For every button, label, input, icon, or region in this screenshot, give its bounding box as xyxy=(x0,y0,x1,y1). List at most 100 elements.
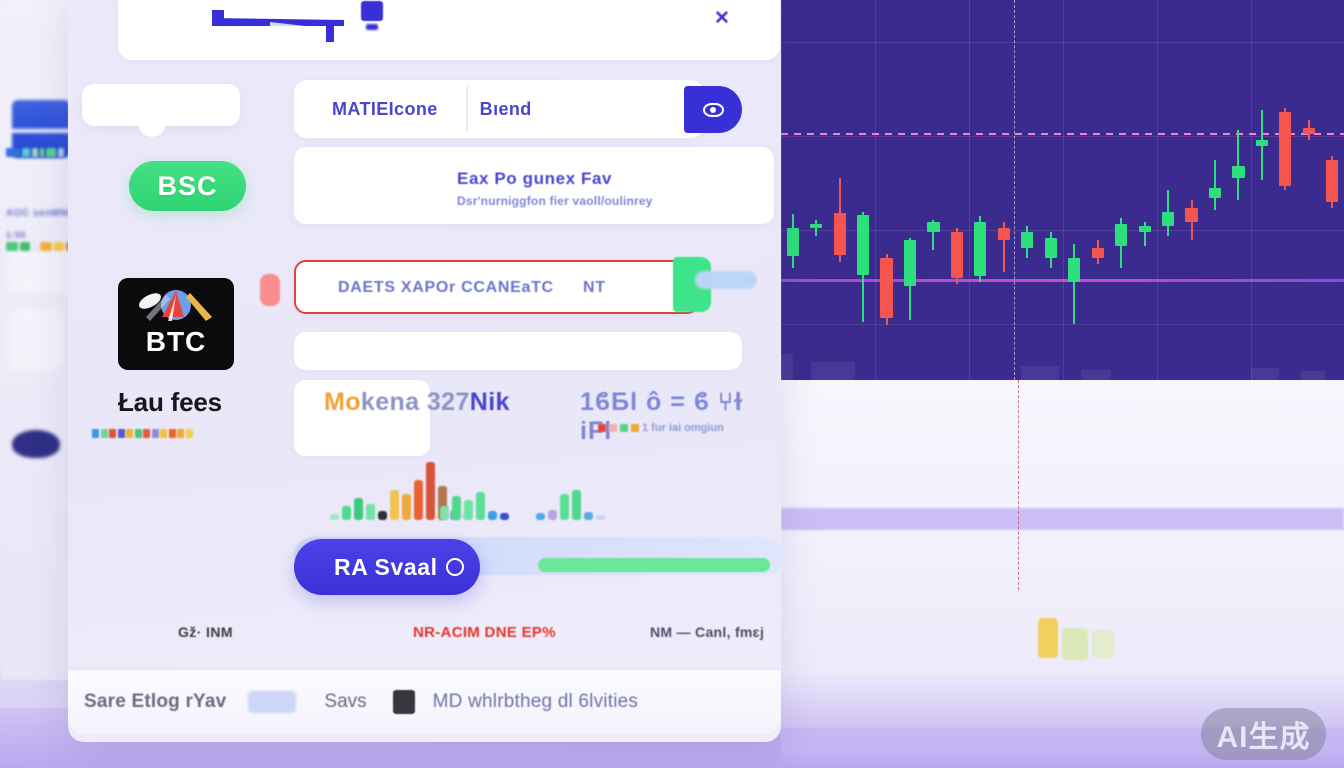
eye-icon[interactable] xyxy=(684,86,742,133)
coin-caption: Łau fees xyxy=(118,387,222,417)
background-card-1 xyxy=(8,250,74,292)
candle[interactable] xyxy=(1185,0,1198,380)
lr-crosshair xyxy=(1018,380,1019,590)
stat-row: Gž· INM NR-ACIM DNE EP% NM — Canl, fmɛj xyxy=(178,624,778,648)
candle[interactable] xyxy=(1044,0,1057,380)
candle[interactable] xyxy=(1115,0,1128,380)
candle[interactable] xyxy=(1138,0,1151,380)
coin-meter-tick xyxy=(117,429,125,438)
chart-gridline-h xyxy=(781,324,1344,325)
brand-logo-glyph xyxy=(212,10,344,42)
secondary-field[interactable] xyxy=(294,332,742,370)
price-chart-panel[interactable] xyxy=(781,0,1344,380)
swap-progress-fill xyxy=(538,558,770,572)
volume-bar xyxy=(1081,370,1111,380)
coin-meter-tick xyxy=(151,429,159,438)
network-badge-label: BSC xyxy=(157,170,218,201)
candle-body xyxy=(927,222,940,232)
candle[interactable] xyxy=(903,0,917,380)
chart-gridline-h xyxy=(781,230,1344,231)
candle[interactable] xyxy=(857,0,870,380)
chart-gridline-v xyxy=(969,0,970,380)
close-icon[interactable]: ✕ xyxy=(714,8,730,29)
candle-body xyxy=(1185,208,1198,222)
sparkline-bar xyxy=(440,506,449,520)
sparkline-right xyxy=(536,462,605,520)
stat-right: NM — Canl, fmɛj xyxy=(650,624,765,640)
sparkline-bar xyxy=(452,496,461,520)
coin-meter-tick xyxy=(160,429,167,438)
candle[interactable] xyxy=(1279,0,1292,380)
candle-body xyxy=(1021,232,1034,248)
background-card-2 xyxy=(8,310,64,370)
chart-resistance-line xyxy=(781,133,1344,135)
amount-input[interactable]: DAETS XAPOr CCANEaTC NT xyxy=(294,260,699,314)
segment-option-a[interactable]: MATIEIcone xyxy=(332,98,438,119)
candle[interactable] xyxy=(810,0,823,380)
candle[interactable] xyxy=(1326,0,1339,380)
info-card-subtitle: Dsr'nurniggfon fier vaoll/oulinrey xyxy=(457,194,653,208)
candle[interactable] xyxy=(1021,0,1034,380)
swap-button-label: RA Svaal xyxy=(334,553,438,580)
volume-bar xyxy=(1301,371,1325,380)
candle[interactable] xyxy=(1091,0,1104,380)
candle[interactable] xyxy=(927,0,940,380)
chip-icon xyxy=(248,691,297,713)
chart-gridline-v xyxy=(875,0,876,380)
value-left-part-3: Nik xyxy=(469,388,510,416)
volume-bar xyxy=(1251,368,1279,380)
chart-crosshair xyxy=(1014,0,1015,380)
candle[interactable] xyxy=(786,0,799,380)
candle[interactable] xyxy=(1255,0,1268,380)
footer-label-2[interactable]: Savs xyxy=(324,691,367,712)
value-right-sub-text: 1 fur iai omgiun xyxy=(642,422,724,434)
coin-meter-tick xyxy=(109,429,116,438)
footer-label-3[interactable]: MD whlrbtheg dl 6lvities xyxy=(432,691,639,712)
coin-meter-tick xyxy=(126,429,133,438)
candle-body xyxy=(1302,128,1315,134)
watermark-text: AI生成 xyxy=(1216,721,1311,754)
sparkline-bar xyxy=(464,500,473,520)
modal-footer: Ѕare Etlog rYav Savs MD whlrbtheg dl 6lv… xyxy=(68,670,781,734)
swap-modal: ✕ BSC MATIEIcone Bıend Eax Po gunex Fav … xyxy=(68,0,781,742)
candle-body xyxy=(857,215,870,275)
candle[interactable] xyxy=(997,0,1010,380)
tooltip-bubble xyxy=(82,84,240,137)
header-badge-tail-icon xyxy=(366,24,378,30)
candle[interactable] xyxy=(950,0,964,380)
candle[interactable] xyxy=(1302,0,1315,380)
candle-body xyxy=(1208,188,1222,198)
footer-label-1[interactable]: Ѕare Etlog rYav xyxy=(84,691,227,712)
volume-bar xyxy=(781,354,793,380)
candle[interactable] xyxy=(1161,0,1175,380)
sparkline-bar xyxy=(548,510,557,520)
candle[interactable] xyxy=(974,0,987,380)
candle[interactable] xyxy=(880,0,893,380)
candle[interactable] xyxy=(1068,0,1081,380)
square-icon xyxy=(392,690,415,714)
candle[interactable] xyxy=(1208,0,1222,380)
lr-bar-lime xyxy=(1062,628,1088,660)
header-badge-icon xyxy=(361,1,383,21)
background-label-2: 1:50 xyxy=(6,230,27,240)
network-badge-bsc[interactable]: BSC xyxy=(129,161,246,211)
coin-meter-tick xyxy=(143,429,150,438)
coin-symbol: BTC xyxy=(145,326,207,357)
candle-body xyxy=(1115,224,1128,246)
coin-meter-tick xyxy=(185,429,193,438)
segmented-control[interactable]: MATIEIcone Bıend xyxy=(294,80,742,138)
coin-tile-btc[interactable]: BTC xyxy=(118,278,234,370)
candle-body xyxy=(997,228,1010,240)
swap-button[interactable]: RA Svaal xyxy=(294,539,480,595)
sparkline-bar xyxy=(366,504,375,520)
segment-option-b[interactable]: Bıend xyxy=(479,98,532,119)
candle[interactable] xyxy=(1232,0,1245,380)
segment-divider xyxy=(466,86,468,132)
modal-header: ✕ xyxy=(118,0,780,60)
candle-body xyxy=(974,222,987,276)
sparkline-bar xyxy=(414,480,423,520)
background-label-1: AOC senMM Lant xyxy=(6,208,96,219)
candle-body xyxy=(786,228,799,256)
candle-body xyxy=(950,232,964,278)
candle[interactable] xyxy=(833,0,846,380)
